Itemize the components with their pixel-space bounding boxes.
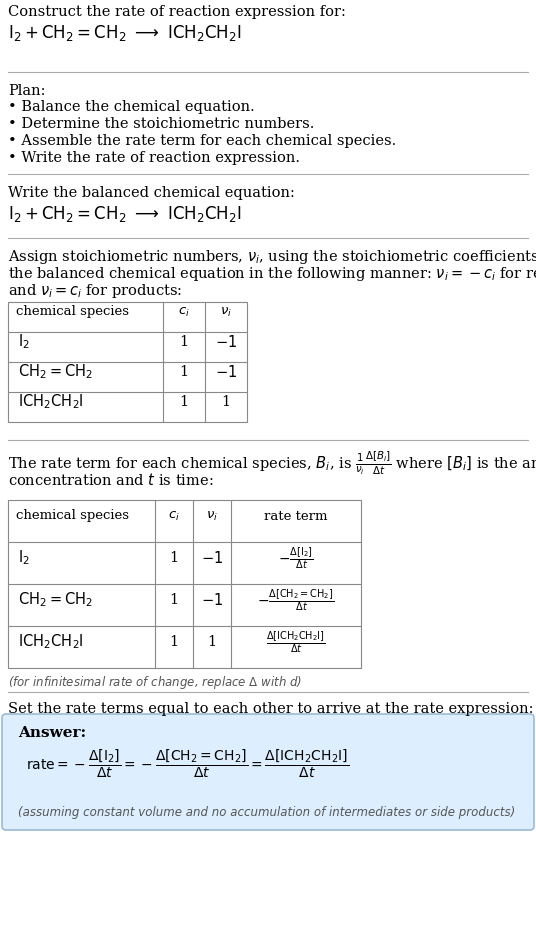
Text: Set the rate terms equal to each other to arrive at the rate expression:: Set the rate terms equal to each other t…	[8, 702, 533, 716]
Text: (assuming constant volume and no accumulation of intermediates or side products): (assuming constant volume and no accumul…	[18, 806, 515, 819]
Text: $c_i$: $c_i$	[168, 509, 180, 523]
Text: rate term: rate term	[264, 509, 327, 523]
Text: chemical species: chemical species	[16, 509, 129, 523]
Text: $\nu_i$: $\nu_i$	[220, 306, 232, 319]
Text: $\mathrm{rate} = -\dfrac{\Delta[\mathrm{I_2}]}{\Delta t} = -\dfrac{\Delta[\mathr: $\mathrm{rate} = -\dfrac{\Delta[\mathrm{…	[26, 748, 349, 781]
Text: 1: 1	[180, 335, 189, 349]
Text: and $\nu_i = c_i$ for products:: and $\nu_i = c_i$ for products:	[8, 282, 182, 300]
Text: $-1$: $-1$	[201, 550, 223, 566]
Text: $-\frac{\Delta[\mathrm{I_2}]}{\Delta t}$: $-\frac{\Delta[\mathrm{I_2}]}{\Delta t}$	[278, 545, 314, 571]
Text: $\nu_i$: $\nu_i$	[206, 509, 218, 523]
Text: Plan:: Plan:	[8, 84, 46, 98]
Text: Assign stoichiometric numbers, $\nu_i$, using the stoichiometric coefficients, $: Assign stoichiometric numbers, $\nu_i$, …	[8, 248, 536, 266]
Text: Construct the rate of reaction expression for:: Construct the rate of reaction expressio…	[8, 5, 346, 19]
Text: Write the balanced chemical equation:: Write the balanced chemical equation:	[8, 186, 295, 200]
Text: $\mathrm{ICH_2CH_2I}$: $\mathrm{ICH_2CH_2I}$	[18, 633, 84, 651]
Text: The rate term for each chemical species, $B_i$, is $\frac{1}{\nu_i}\frac{\Delta[: The rate term for each chemical species,…	[8, 450, 536, 478]
Text: chemical species: chemical species	[16, 306, 129, 319]
Text: $-1$: $-1$	[201, 592, 223, 608]
Text: 1: 1	[169, 635, 178, 649]
Text: $\mathrm{ICH_2CH_2I}$: $\mathrm{ICH_2CH_2I}$	[18, 392, 84, 411]
Text: $c_i$: $c_i$	[178, 306, 190, 319]
Text: $-\frac{\Delta[\mathrm{CH_2{=}CH_2}]}{\Delta t}$: $-\frac{\Delta[\mathrm{CH_2{=}CH_2}]}{\D…	[257, 587, 334, 613]
Text: $\mathrm{I_2}$: $\mathrm{I_2}$	[18, 332, 30, 351]
Text: the balanced chemical equation in the following manner: $\nu_i = -c_i$ for react: the balanced chemical equation in the fo…	[8, 265, 536, 283]
Text: 1: 1	[169, 593, 178, 607]
FancyBboxPatch shape	[2, 714, 534, 830]
Text: (for infinitesimal rate of change, replace $\Delta$ with $d$): (for infinitesimal rate of change, repla…	[8, 674, 302, 691]
Text: • Balance the chemical equation.: • Balance the chemical equation.	[8, 100, 255, 114]
Text: 1: 1	[169, 551, 178, 565]
Text: $-1$: $-1$	[215, 334, 237, 350]
Text: • Assemble the rate term for each chemical species.: • Assemble the rate term for each chemic…	[8, 134, 396, 148]
Text: $\mathrm{CH_2{=}CH_2}$: $\mathrm{CH_2{=}CH_2}$	[18, 590, 93, 609]
Text: $-1$: $-1$	[215, 364, 237, 380]
Text: • Write the rate of reaction expression.: • Write the rate of reaction expression.	[8, 151, 300, 165]
Text: $\mathrm{CH_2{=}CH_2}$: $\mathrm{CH_2{=}CH_2}$	[18, 363, 93, 382]
Text: concentration and $t$ is time:: concentration and $t$ is time:	[8, 472, 213, 488]
Text: 1: 1	[221, 395, 230, 409]
Text: 1: 1	[207, 635, 217, 649]
Text: Answer:: Answer:	[18, 726, 86, 740]
Text: $\frac{\Delta[\mathrm{ICH_2CH_2I}]}{\Delta t}$: $\frac{\Delta[\mathrm{ICH_2CH_2I}]}{\Del…	[266, 629, 326, 655]
Bar	[8, 302, 247, 422]
Bar	[8, 500, 361, 668]
Text: $\mathrm{I_2 + CH_2{=}CH_2 \ \longrightarrow \ ICH_2CH_2I}$: $\mathrm{I_2 + CH_2{=}CH_2 \ \longrighta…	[8, 204, 242, 224]
Text: $\mathrm{I_2}$: $\mathrm{I_2}$	[18, 548, 30, 567]
Text: • Determine the stoichiometric numbers.: • Determine the stoichiometric numbers.	[8, 117, 315, 131]
Text: 1: 1	[180, 395, 189, 409]
Text: 1: 1	[180, 365, 189, 379]
Text: $\mathrm{I_2 + CH_2{=}CH_2 \ \longrightarrow \ ICH_2CH_2I}$: $\mathrm{I_2 + CH_2{=}CH_2 \ \longrighta…	[8, 23, 242, 43]
